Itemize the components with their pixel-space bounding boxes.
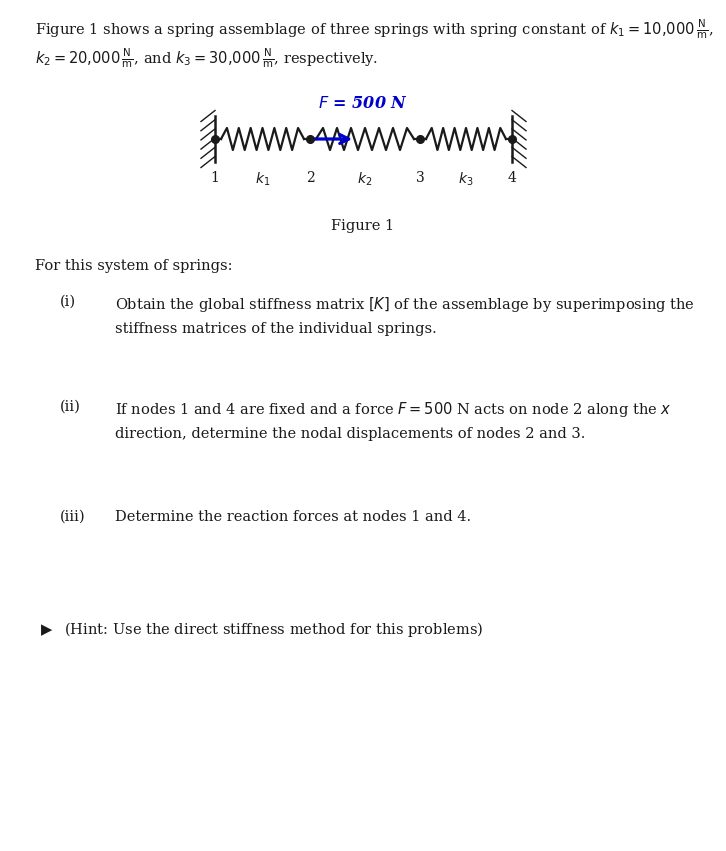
- Text: 4: 4: [507, 171, 516, 185]
- Text: $k_2 = 20{,}000\,\frac{\mathrm{N}}{\mathrm{m}}$, and $k_3 = 30{,}000\,\frac{\mat: $k_2 = 20{,}000\,\frac{\mathrm{N}}{\math…: [35, 47, 378, 71]
- Text: $k_1$: $k_1$: [255, 171, 270, 188]
- Text: 2: 2: [306, 171, 314, 185]
- Text: If nodes 1 and 4 are fixed and a force $F = 500$ N acts on node 2 along the $x$: If nodes 1 and 4 are fixed and a force $…: [115, 400, 672, 419]
- Text: Obtain the global stiffness matrix $[K]$ of the assemblage by superimposing the: Obtain the global stiffness matrix $[K]$…: [115, 295, 695, 314]
- Text: (ii): (ii): [60, 400, 81, 414]
- Text: $k_2$: $k_2$: [357, 171, 372, 188]
- Text: $\blacktriangleright$  (Hint: Use the direct stiffness method for this problems): $\blacktriangleright$ (Hint: Use the dir…: [38, 620, 484, 639]
- Text: 3: 3: [415, 171, 425, 185]
- Text: (iii): (iii): [60, 510, 86, 524]
- Text: stiffness matrices of the individual springs.: stiffness matrices of the individual spr…: [115, 322, 437, 336]
- Text: Figure 1: Figure 1: [332, 219, 394, 233]
- Text: For this system of springs:: For this system of springs:: [35, 259, 232, 273]
- Text: (i): (i): [60, 295, 76, 309]
- Text: 1: 1: [211, 171, 219, 185]
- Text: direction, determine the nodal displacements of nodes 2 and 3.: direction, determine the nodal displacem…: [115, 427, 585, 441]
- Text: Determine the reaction forces at nodes 1 and 4.: Determine the reaction forces at nodes 1…: [115, 510, 471, 524]
- Text: $\mathit{F}$ = 500 N: $\mathit{F}$ = 500 N: [317, 95, 407, 112]
- Text: Figure 1 shows a spring assemblage of three springs with spring constant of $k_1: Figure 1 shows a spring assemblage of th…: [35, 18, 713, 41]
- Text: $k_3$: $k_3$: [458, 171, 473, 188]
